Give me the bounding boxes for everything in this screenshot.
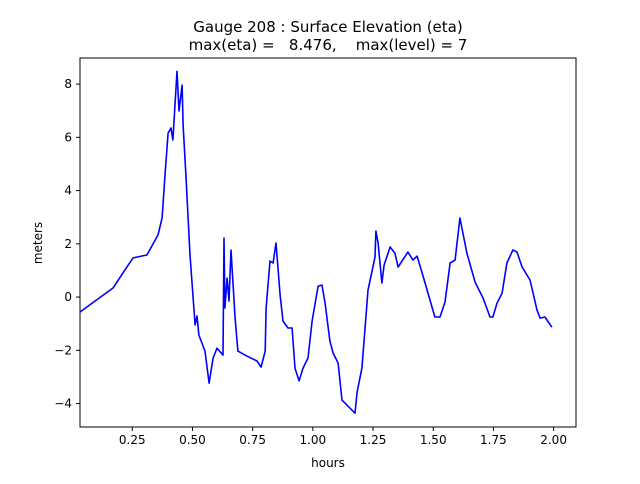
chart-subtitle: max(eta) = 8.476, max(level) = 7 xyxy=(189,36,468,54)
x-tick-label: 0.25 xyxy=(119,433,146,447)
x-tick-label: 1.75 xyxy=(480,433,507,447)
x-tick-label: 2.00 xyxy=(540,433,567,447)
plot-area: 0.25 0.50 0.75 1.00 1.25 1.50 1.75 2.00 −4 −2 0 2 4… xyxy=(54,57,577,447)
y-tick-label: 6 xyxy=(64,130,72,144)
y-tick-label: −2 xyxy=(54,343,72,357)
y-tick-label: 0 xyxy=(64,290,72,304)
y-tick-label: −4 xyxy=(54,397,72,411)
y-tick-label: 4 xyxy=(64,184,72,198)
y-axis-label: meters xyxy=(31,222,45,264)
x-axis-label: hours xyxy=(311,456,345,470)
axes-frame xyxy=(79,57,577,428)
x-tick-label: 0.50 xyxy=(179,433,206,447)
x-tick-label: 0.75 xyxy=(239,433,266,447)
x-tick-label: 1.25 xyxy=(360,433,387,447)
x-tick-label: 1.50 xyxy=(420,433,447,447)
x-axis: 0.25 0.50 0.75 1.00 1.25 1.50 1.75 2.00 xyxy=(119,427,567,447)
series-line-eta xyxy=(79,70,553,414)
y-tick-label: 8 xyxy=(64,77,72,91)
x-tick-label: 1.00 xyxy=(299,433,326,447)
y-axis: −4 −2 0 2 4 6 8 xyxy=(54,77,80,411)
y-tick-label: 2 xyxy=(64,237,72,251)
chart-title: Gauge 208 : Surface Elevation (eta) xyxy=(193,18,462,36)
